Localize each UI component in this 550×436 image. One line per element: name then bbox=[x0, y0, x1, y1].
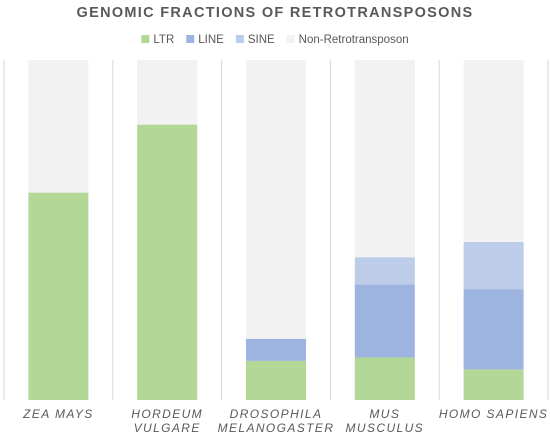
category-labels: ZEA MAYS HORDEUM VULGARE DROSOPHILA MELANOGA… bbox=[22, 407, 548, 435]
bar-segment-non-retrotransposon bbox=[137, 60, 198, 125]
bar-segment-ltr bbox=[246, 360, 306, 400]
category-label: HORDEUM VULGARE bbox=[131, 407, 203, 435]
chart-title: GENOMIC FRACTIONS OF RETROTRANSPOSONS bbox=[77, 5, 474, 21]
legend-label: LINE bbox=[198, 34, 224, 46]
bar-segment-non-retrotransposon bbox=[354, 60, 415, 258]
bar-segment-sine bbox=[463, 241, 524, 290]
bar-segment-ltr bbox=[28, 192, 89, 400]
category-separators bbox=[3, 60, 549, 400]
legend-swatch bbox=[286, 35, 295, 43]
legend: LTR LINE SINE Non-Retrotransposon bbox=[141, 34, 409, 46]
legend-label: SINE bbox=[248, 34, 275, 46]
legend-label: LTR bbox=[153, 34, 174, 46]
bar-segment-sine bbox=[354, 257, 415, 285]
legend-swatch bbox=[186, 35, 195, 43]
category-label: MUS MUSCULUS bbox=[346, 407, 425, 435]
bar-segment-line bbox=[463, 289, 524, 370]
bar-segment-ltr bbox=[463, 369, 524, 400]
category-label: DROSOPHILA MELANOGASTER bbox=[218, 407, 335, 435]
bar-segment-ltr bbox=[137, 124, 198, 400]
bar-segment-non-retrotransposon bbox=[463, 60, 524, 242]
bar-segment-ltr bbox=[354, 357, 415, 400]
legend-label: Non-Retrotransposon bbox=[299, 34, 409, 46]
legend-swatch bbox=[235, 35, 244, 43]
category-label: HOMO SAPIENS bbox=[439, 407, 548, 421]
bar-segment-line bbox=[246, 338, 306, 361]
legend-swatch bbox=[141, 35, 150, 43]
category-label: ZEA MAYS bbox=[22, 407, 94, 421]
bar-segment-non-retrotransposon bbox=[28, 60, 89, 193]
bars bbox=[28, 60, 524, 400]
bar-segment-non-retrotransposon bbox=[246, 60, 306, 339]
bar-segment-line bbox=[354, 284, 415, 358]
